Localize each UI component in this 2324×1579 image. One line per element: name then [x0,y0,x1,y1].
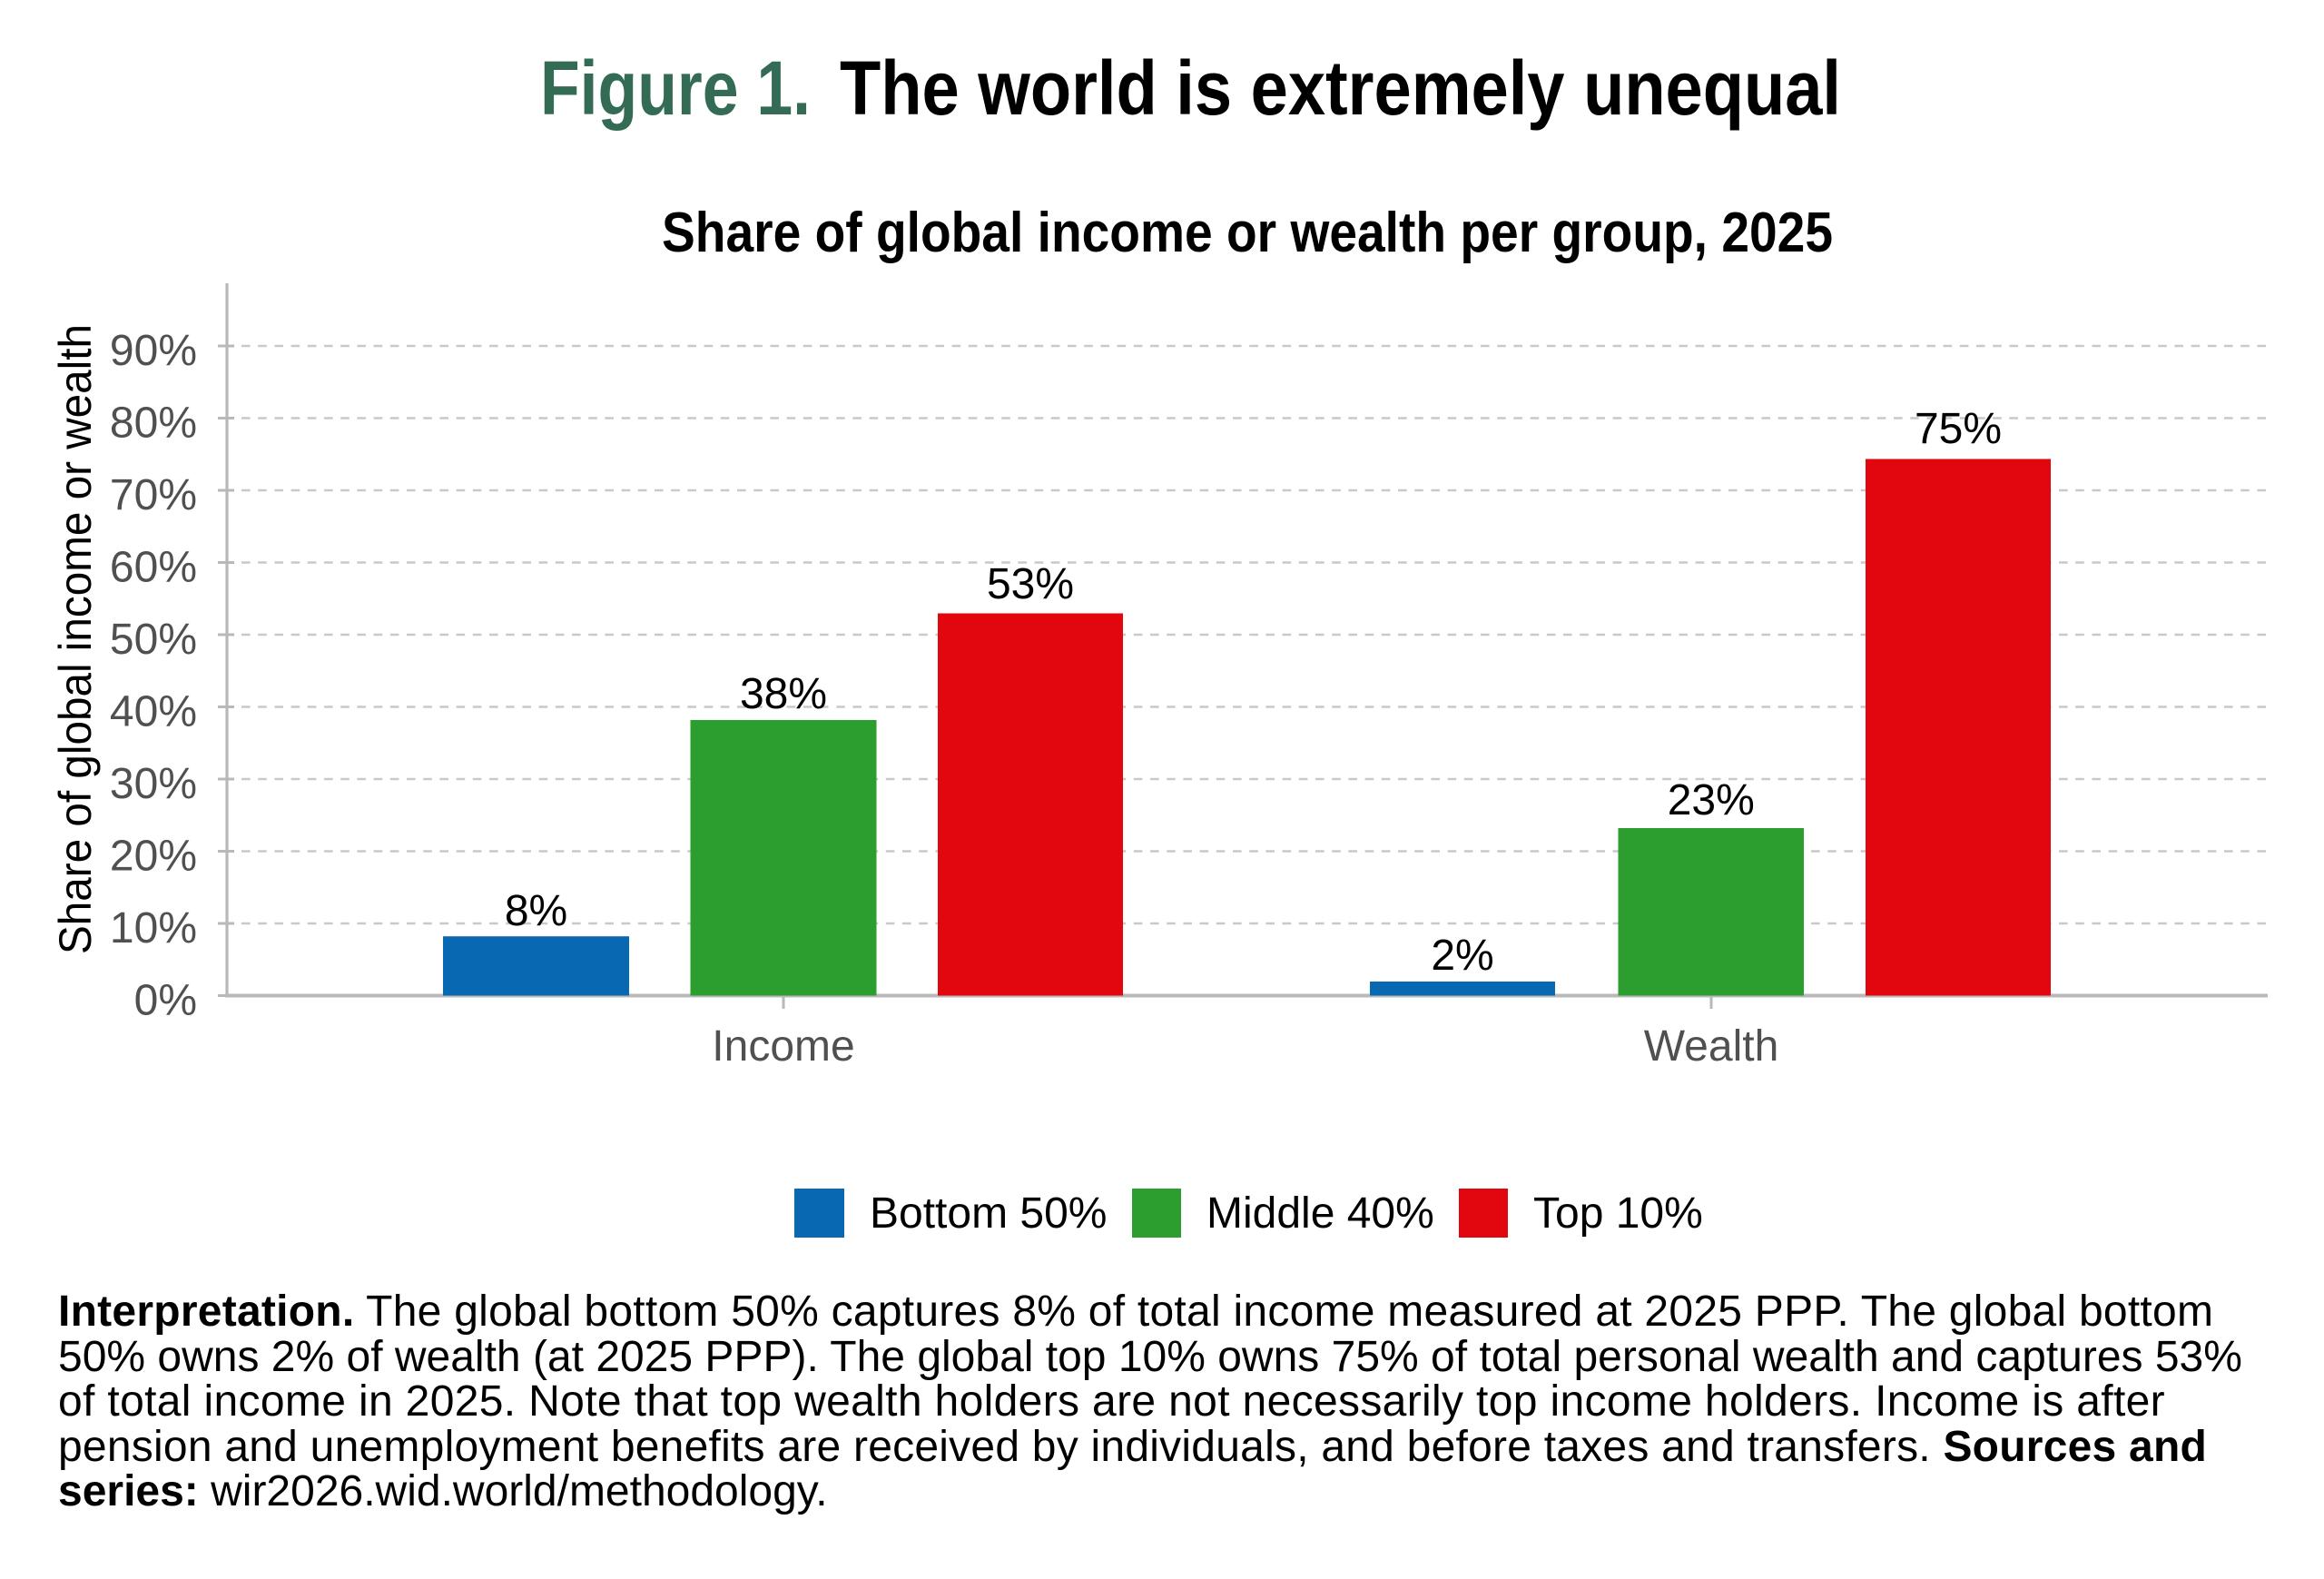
svg-text:40%: 40% [110,688,197,736]
svg-text:0%: 0% [134,977,197,1025]
svg-text:Top 10%: Top 10% [1533,1189,1703,1238]
svg-text:The world is extremely unequal: The world is extremely unequal [840,45,1841,131]
svg-text:20%: 20% [110,833,197,881]
svg-text:Wealth: Wealth [1644,1022,1779,1071]
svg-text:Bottom 50%: Bottom 50% [870,1189,1107,1238]
svg-text:Middle 40%: Middle 40% [1206,1189,1434,1238]
svg-text:10%: 10% [110,904,197,952]
svg-text:80%: 80% [110,400,197,448]
svg-text:90%: 90% [110,327,197,375]
svg-text:70%: 70% [110,471,197,519]
svg-text:38%: 38% [740,670,827,718]
svg-text:30%: 30% [110,760,197,808]
svg-text:Share of global income or weal: Share of global income or wealth [50,324,101,954]
svg-text:60%: 60% [110,544,197,592]
svg-text:Share of global income or weal: Share of global income or wealth per gro… [662,202,1833,264]
svg-text:8%: 8% [505,887,567,935]
svg-text:53%: 53% [987,560,1074,608]
svg-text:50%: 50% [110,616,197,664]
svg-text:Figure 1.: Figure 1. [540,45,811,131]
svg-text:23%: 23% [1668,776,1755,824]
svg-text:75%: 75% [1915,405,2002,453]
svg-text:2%: 2% [1431,932,1493,980]
svg-text:Income: Income [712,1022,854,1071]
